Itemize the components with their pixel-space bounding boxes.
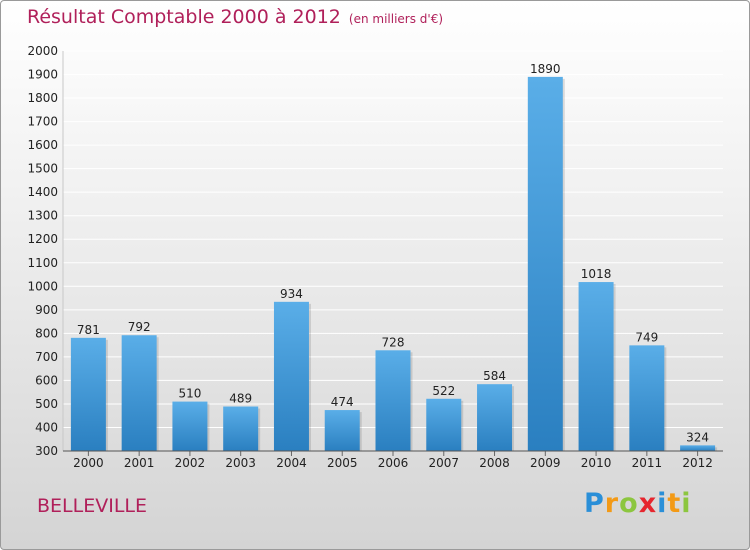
bar [629, 345, 665, 451]
y-tick-label: 1700 [27, 115, 58, 129]
y-tick-label: 1900 [27, 68, 58, 82]
y-tick-label: 800 [35, 326, 58, 340]
bar [375, 350, 411, 451]
chart-title-text: Résultat Comptable 2000 à 2012 [27, 6, 341, 28]
x-tick-label: 2004 [276, 456, 307, 470]
data-label: 474 [331, 395, 354, 409]
bar [324, 410, 360, 451]
data-label: 1018 [581, 267, 612, 281]
bar [426, 398, 462, 451]
town-name: BELLEVILLE [37, 495, 147, 517]
bar [273, 301, 309, 451]
y-tick-label: 1500 [27, 162, 58, 176]
x-tick-label: 2000 [73, 456, 104, 470]
x-tick-label: 2001 [124, 456, 155, 470]
y-tick-label: 1400 [27, 185, 58, 199]
data-label: 728 [382, 335, 405, 349]
data-label: 324 [686, 430, 709, 444]
y-axis: 300 400 500 600 700 800 900 1000 1100 1200 1300 140… [27, 44, 64, 458]
y-tick-label: 1200 [27, 232, 58, 246]
x-tick-label: 2007 [428, 456, 459, 470]
x-tick-label: 2009 [530, 456, 561, 470]
logo-letter: P [584, 488, 605, 519]
y-tick-label: 600 [35, 373, 58, 387]
x-tick-label: 2003 [225, 456, 256, 470]
data-label: 522 [432, 384, 455, 398]
bar [578, 282, 614, 451]
logo-letter: i [681, 488, 692, 519]
data-label: 781 [77, 323, 100, 337]
y-tick-label: 1800 [27, 91, 58, 105]
proxiti-logo: Proxiti [584, 488, 692, 519]
data-label: 792 [128, 320, 151, 334]
data-label: 1890 [530, 62, 561, 76]
y-tick-label: 300 [35, 444, 58, 458]
x-tick-label: 2008 [479, 456, 510, 470]
y-tick-label: 1100 [27, 256, 58, 270]
logo-letter: r [604, 488, 620, 519]
x-tick-label: 2002 [175, 456, 206, 470]
x-tick-label: 2005 [327, 456, 358, 470]
data-label: 749 [635, 330, 658, 344]
chart-title: Résultat Comptable 2000 à 2012 (en millie… [27, 6, 443, 28]
x-axis: 2000 2001 2002 2003 2004 2005 2006 2007 2008 2009… [63, 450, 723, 470]
x-tick-label: 2010 [581, 456, 612, 470]
logo-letter: t [667, 488, 682, 519]
y-tick-label: 500 [35, 397, 58, 411]
bars: 781 792 510 489 934 474 728 522 584 1890 1018 749 32… [70, 62, 718, 451]
bar [527, 76, 563, 451]
bar [70, 337, 106, 451]
chart-unit: (en milliers d'€) [348, 12, 444, 26]
x-tick-label: 2006 [378, 456, 409, 470]
logo-letter: i [657, 488, 668, 519]
y-tick-label: 400 [35, 420, 58, 434]
y-tick-label: 1000 [27, 279, 58, 293]
y-tick-label: 1300 [27, 209, 58, 223]
y-tick-label: 1600 [27, 138, 58, 152]
logo-letter: o [619, 488, 639, 519]
y-tick-label: 2000 [27, 44, 58, 58]
y-tick-label: 700 [35, 350, 58, 364]
data-label: 934 [280, 287, 303, 301]
bar [223, 406, 259, 451]
data-label: 510 [178, 387, 201, 401]
bar [121, 335, 157, 451]
data-label: 584 [483, 369, 506, 383]
x-tick-label: 2012 [682, 456, 713, 470]
y-tick-label: 900 [35, 303, 58, 317]
logo-letter: x [638, 488, 658, 519]
bar [172, 401, 208, 451]
bar [477, 384, 513, 451]
x-tick-label: 2011 [632, 456, 663, 470]
data-label: 489 [229, 392, 252, 406]
bar [680, 445, 716, 451]
